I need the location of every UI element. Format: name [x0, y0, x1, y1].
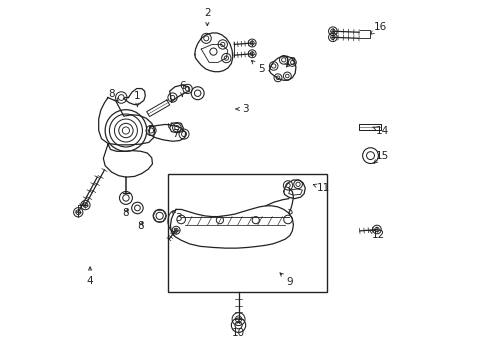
Text: 12: 12 [369, 230, 385, 239]
Text: 4: 4 [87, 267, 94, 286]
Text: 5: 5 [251, 60, 265, 74]
Text: 10: 10 [232, 321, 245, 338]
Text: 8: 8 [122, 208, 129, 218]
Text: 3: 3 [172, 211, 182, 222]
Text: 8: 8 [138, 221, 145, 231]
Text: 3: 3 [236, 104, 248, 114]
Text: 13: 13 [284, 57, 297, 67]
Text: 16: 16 [370, 22, 387, 34]
Text: 1: 1 [134, 91, 141, 107]
Text: 11: 11 [313, 183, 330, 193]
Text: 14: 14 [372, 126, 389, 135]
Text: 9: 9 [280, 273, 293, 287]
Text: 2: 2 [204, 8, 211, 26]
Text: 8: 8 [108, 89, 118, 101]
Text: 7: 7 [168, 124, 178, 139]
Text: 15: 15 [374, 150, 389, 163]
Bar [168, 174, 327, 292]
Text: 6: 6 [179, 81, 186, 96]
